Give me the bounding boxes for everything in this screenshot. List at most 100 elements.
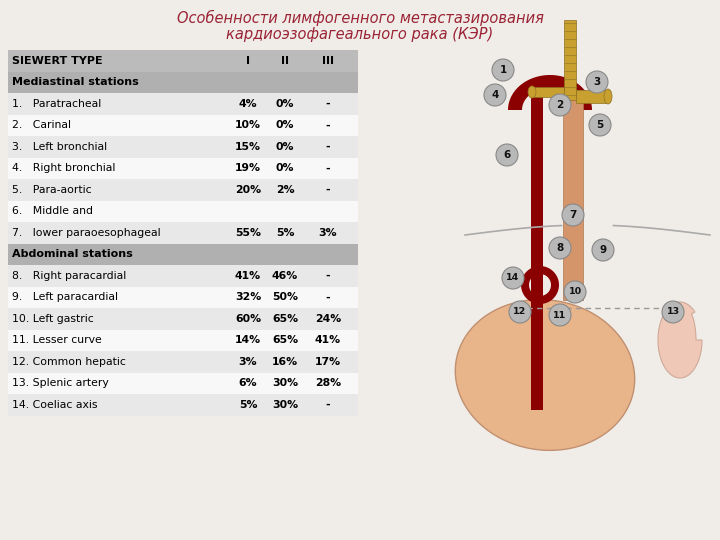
Circle shape xyxy=(496,144,518,166)
FancyBboxPatch shape xyxy=(8,287,358,308)
Text: 5.   Para-aortic: 5. Para-aortic xyxy=(12,185,91,195)
Text: 14. Coeliac axis: 14. Coeliac axis xyxy=(12,400,97,410)
FancyBboxPatch shape xyxy=(8,373,358,394)
Circle shape xyxy=(589,114,611,136)
Text: 4.   Right bronchial: 4. Right bronchial xyxy=(12,163,115,173)
Text: 13. Splenic artery: 13. Splenic artery xyxy=(12,378,109,388)
FancyBboxPatch shape xyxy=(8,158,358,179)
Text: кардиоэзофагеального рака (КЭР): кардиоэзофагеального рака (КЭР) xyxy=(226,26,494,42)
Circle shape xyxy=(509,301,531,323)
Text: 46%: 46% xyxy=(272,271,298,281)
Text: 10. Left gastric: 10. Left gastric xyxy=(12,314,94,324)
Text: 2.   Carinal: 2. Carinal xyxy=(12,120,71,130)
Text: Abdominal stations: Abdominal stations xyxy=(12,249,132,259)
Circle shape xyxy=(492,59,514,81)
Text: III: III xyxy=(322,56,334,66)
Circle shape xyxy=(662,301,684,323)
Text: -: - xyxy=(325,163,330,173)
Polygon shape xyxy=(532,87,564,97)
Circle shape xyxy=(592,239,614,261)
Polygon shape xyxy=(508,75,592,110)
Text: -: - xyxy=(325,271,330,281)
FancyBboxPatch shape xyxy=(8,179,358,200)
Text: 11: 11 xyxy=(554,310,567,320)
Circle shape xyxy=(586,71,608,93)
FancyBboxPatch shape xyxy=(8,394,358,415)
FancyBboxPatch shape xyxy=(8,329,358,351)
Text: 3.   Left bronchial: 3. Left bronchial xyxy=(12,141,107,152)
Polygon shape xyxy=(531,85,543,410)
Text: 55%: 55% xyxy=(235,228,261,238)
Circle shape xyxy=(502,267,524,289)
Text: -: - xyxy=(325,185,330,195)
FancyBboxPatch shape xyxy=(8,265,358,287)
Circle shape xyxy=(562,204,584,226)
Polygon shape xyxy=(563,90,583,300)
Polygon shape xyxy=(564,20,576,100)
Text: 19%: 19% xyxy=(235,163,261,173)
Text: 3%: 3% xyxy=(319,228,337,238)
Text: 9: 9 xyxy=(600,245,606,255)
Text: 2%: 2% xyxy=(276,185,294,195)
Text: 8.   Right paracardial: 8. Right paracardial xyxy=(12,271,126,281)
Text: 20%: 20% xyxy=(235,185,261,195)
Text: 65%: 65% xyxy=(272,314,298,324)
FancyBboxPatch shape xyxy=(8,351,358,373)
Circle shape xyxy=(549,94,571,116)
Text: 41%: 41% xyxy=(235,271,261,281)
Ellipse shape xyxy=(604,89,612,104)
Polygon shape xyxy=(455,300,635,450)
Text: -: - xyxy=(325,292,330,302)
Text: 5%: 5% xyxy=(239,400,257,410)
Text: 12. Common hepatic: 12. Common hepatic xyxy=(12,357,126,367)
Text: 7: 7 xyxy=(570,210,577,220)
Text: 14: 14 xyxy=(506,273,520,282)
Text: 6.   Middle and: 6. Middle and xyxy=(12,206,93,216)
Text: -: - xyxy=(325,400,330,410)
Text: 5: 5 xyxy=(596,120,603,130)
Text: 4: 4 xyxy=(491,90,499,100)
Text: I: I xyxy=(246,56,250,66)
Text: -: - xyxy=(325,141,330,152)
Text: 0%: 0% xyxy=(276,141,294,152)
Circle shape xyxy=(484,84,506,106)
Text: 3%: 3% xyxy=(239,357,257,367)
Text: 28%: 28% xyxy=(315,378,341,388)
Text: 17%: 17% xyxy=(315,357,341,367)
FancyBboxPatch shape xyxy=(8,114,358,136)
Circle shape xyxy=(564,281,586,303)
Text: -: - xyxy=(325,120,330,130)
FancyBboxPatch shape xyxy=(8,244,358,265)
Text: 0%: 0% xyxy=(276,163,294,173)
Text: 65%: 65% xyxy=(272,335,298,345)
Text: 24%: 24% xyxy=(315,314,341,324)
Text: 0%: 0% xyxy=(276,99,294,109)
Text: 4%: 4% xyxy=(239,99,257,109)
Text: 1: 1 xyxy=(500,65,507,75)
Text: SIEWERT TYPE: SIEWERT TYPE xyxy=(12,56,103,66)
Text: 10: 10 xyxy=(568,287,582,296)
Text: 15%: 15% xyxy=(235,141,261,152)
Text: 13: 13 xyxy=(667,307,680,316)
FancyBboxPatch shape xyxy=(8,222,358,244)
Ellipse shape xyxy=(528,86,536,98)
Text: Особенности лимфогенного метастазирования: Особенности лимфогенного метастазировани… xyxy=(176,10,544,26)
Text: 6: 6 xyxy=(503,150,510,160)
Text: 8: 8 xyxy=(557,243,564,253)
Polygon shape xyxy=(658,302,702,378)
Text: 50%: 50% xyxy=(272,292,298,302)
FancyBboxPatch shape xyxy=(8,200,358,222)
Text: 41%: 41% xyxy=(315,335,341,345)
Text: Mediastinal stations: Mediastinal stations xyxy=(12,77,139,87)
Text: 32%: 32% xyxy=(235,292,261,302)
FancyBboxPatch shape xyxy=(8,308,358,329)
FancyBboxPatch shape xyxy=(8,50,358,71)
Text: 30%: 30% xyxy=(272,378,298,388)
Text: 1.   Paratracheal: 1. Paratracheal xyxy=(12,99,102,109)
FancyBboxPatch shape xyxy=(8,71,358,93)
Text: 12: 12 xyxy=(513,307,526,316)
Text: II: II xyxy=(281,56,289,66)
Text: 14%: 14% xyxy=(235,335,261,345)
Text: 9.   Left paracardial: 9. Left paracardial xyxy=(12,292,118,302)
Text: 7.   lower paraoesophageal: 7. lower paraoesophageal xyxy=(12,228,161,238)
